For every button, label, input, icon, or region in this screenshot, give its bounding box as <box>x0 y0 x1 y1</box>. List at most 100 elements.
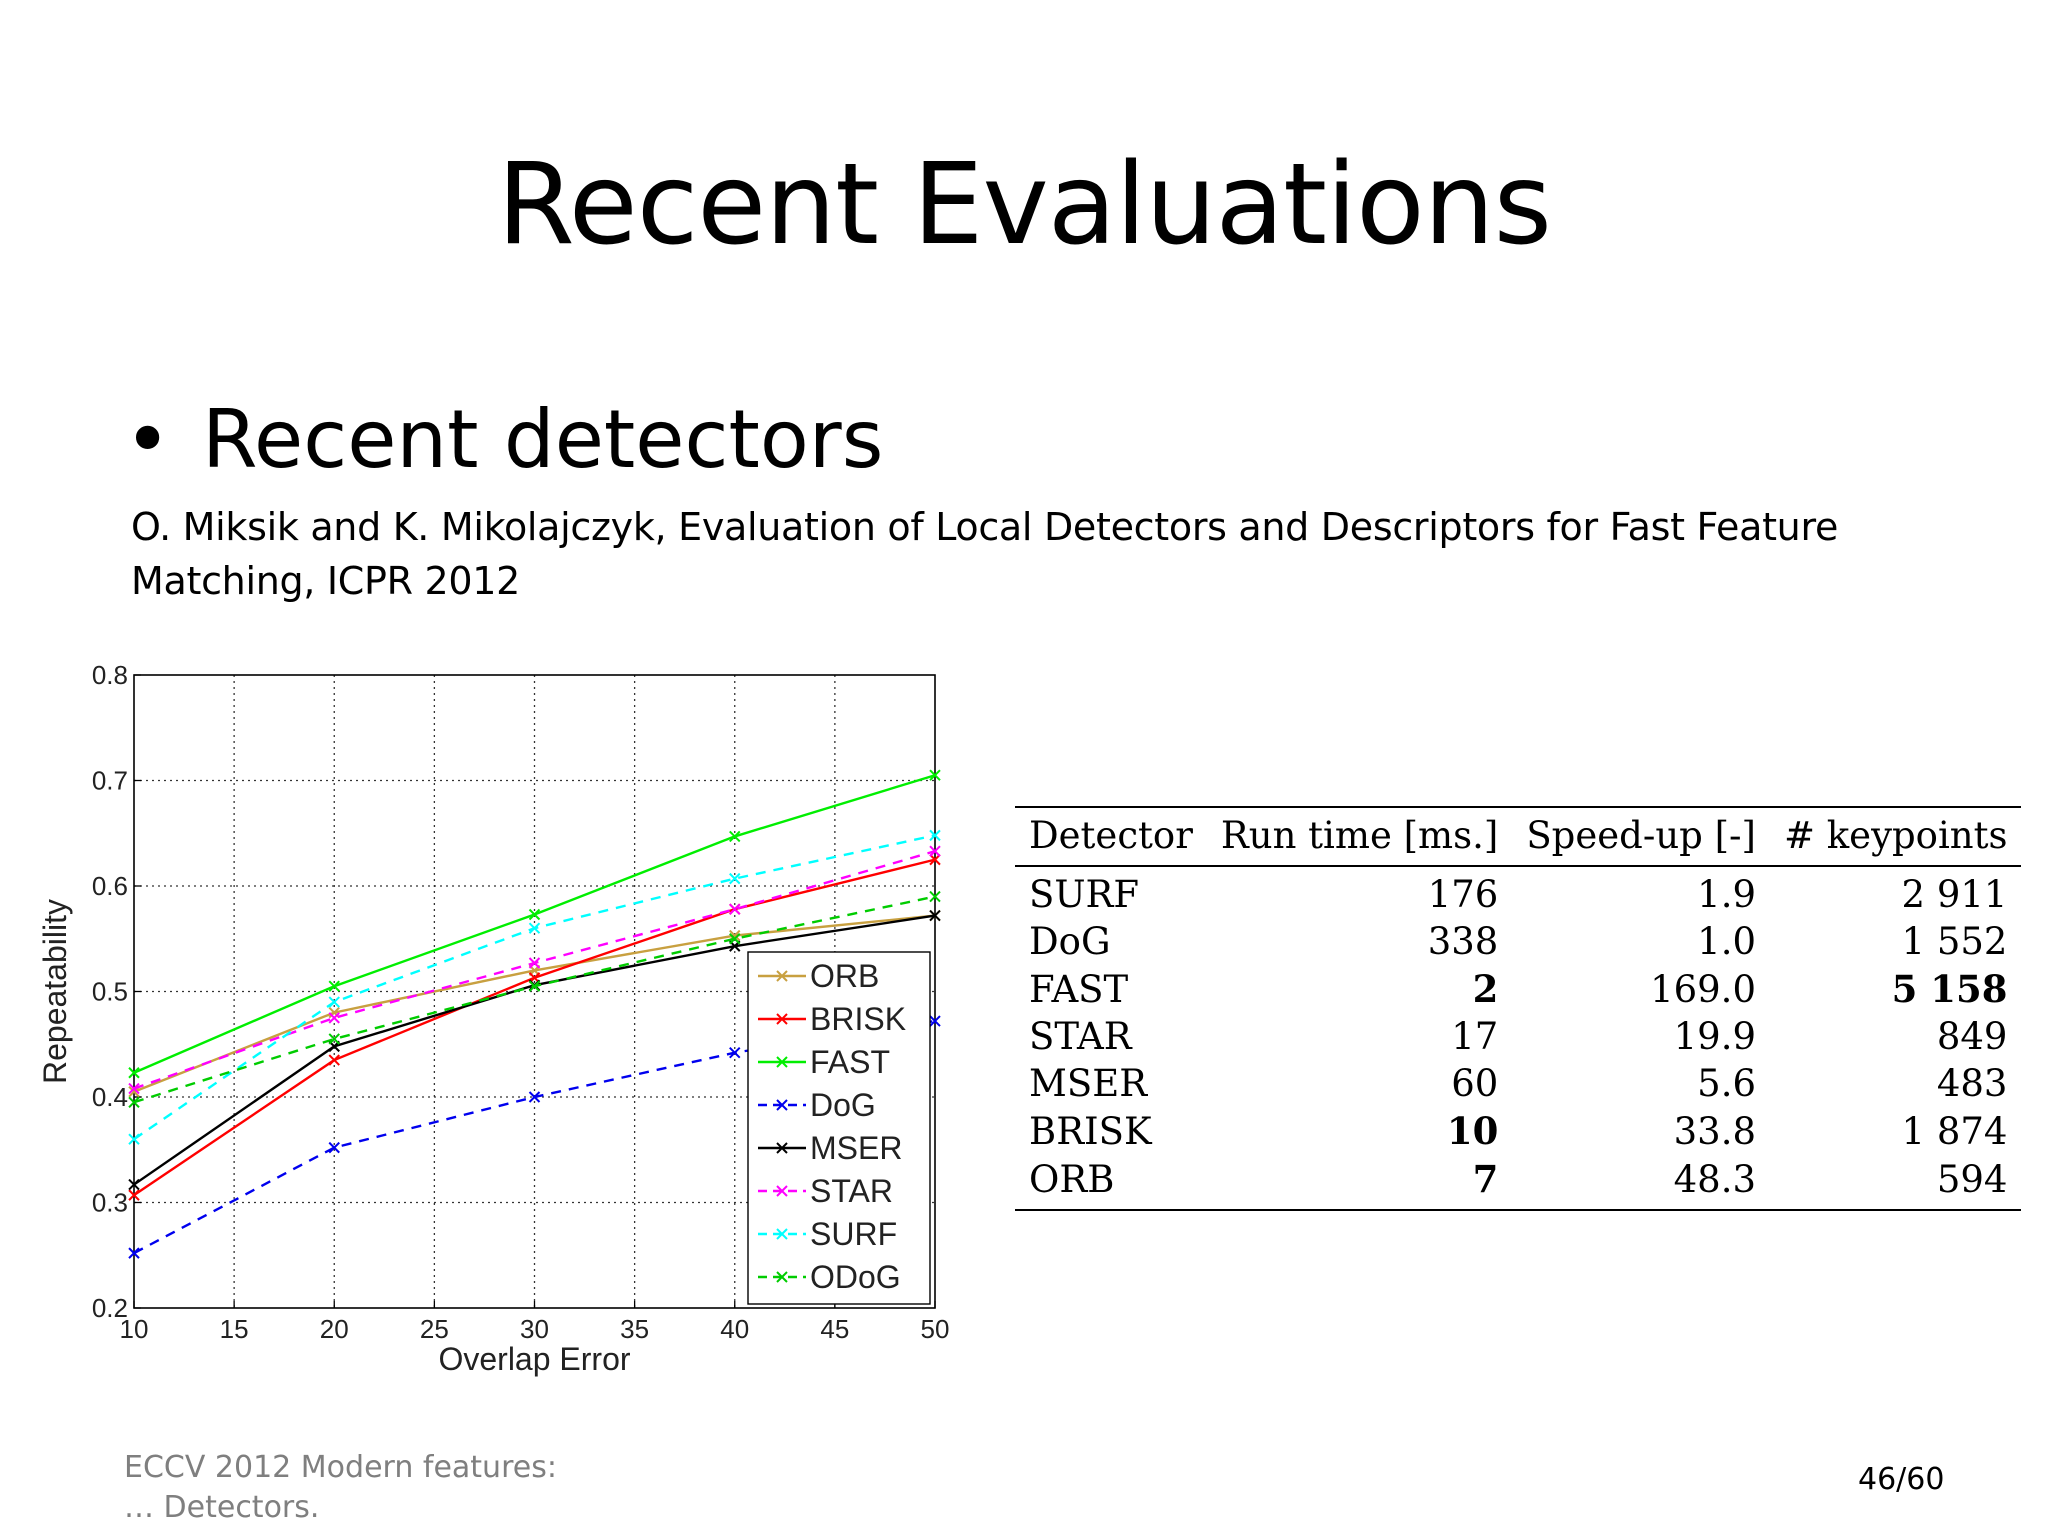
x-tick-label: 30 <box>520 1314 549 1344</box>
table-cell: ORB <box>1029 1157 1115 1201</box>
point-mser <box>929 909 941 922</box>
point-odog <box>729 933 741 945</box>
point-brisk <box>929 853 941 866</box>
point-brisk <box>328 1054 340 1066</box>
table-cell: STAR <box>1029 1015 1132 1058</box>
plot-frame <box>133 674 936 1309</box>
point-fast <box>128 1067 140 1079</box>
table-row: FAST 2 169.0 5 158 <box>1015 965 2021 1013</box>
point-dog <box>128 1247 140 1259</box>
table-cell: 60 <box>1451 1062 1499 1105</box>
legend-marker-surf <box>776 1228 788 1240</box>
x-tick-label: 35 <box>620 1314 649 1344</box>
point-surf <box>328 996 340 1008</box>
point-odog <box>528 980 541 992</box>
table-cell: SURF <box>1029 873 1140 916</box>
table-cell: 5 158 <box>1891 967 2008 1011</box>
point-brisk <box>128 1189 140 1201</box>
table-cell: 1 552 <box>1901 920 2008 963</box>
table-cell: DoG <box>1029 920 1111 963</box>
footer: ECCV 2012 Modern features: … Detectors. <box>124 1448 724 1528</box>
table-row: MSER 60 5.6 483 <box>1015 1060 2021 1107</box>
point-star <box>528 957 541 969</box>
footer-line: ECCV 2012 Modern features: <box>124 1450 557 1485</box>
table-cell: 1.0 <box>1697 920 1756 963</box>
x-tick-label: 15 <box>220 1314 249 1344</box>
table-row: STAR 17 19.9 849 <box>1015 1013 2021 1060</box>
point-fast <box>528 908 541 921</box>
table-cell: 594 <box>1936 1157 2008 1201</box>
table-header-row: Detector Run time [ms.] Speed-up [-] # k… <box>1015 807 2022 866</box>
point-odog <box>128 1096 140 1108</box>
table-cell: 169.0 <box>1650 967 1756 1011</box>
detector-table: Detector Run time [ms.] Speed-up [-] # k… <box>1015 806 2022 1211</box>
bullet-text: Recent detectors <box>202 393 884 486</box>
table-header: Run time [ms.] <box>1220 814 1499 857</box>
table-cell: 33.8 <box>1673 1109 1756 1153</box>
legend-marker-brisk <box>776 1013 788 1025</box>
point-dog <box>528 1091 541 1103</box>
legend-marker-mser <box>776 1142 788 1154</box>
legend-label-brisk: BRISK <box>810 1001 906 1037</box>
legend-marker-odog <box>776 1271 788 1283</box>
x-tick-label: 10 <box>120 1314 149 1344</box>
table-cell: 19.9 <box>1673 1015 1756 1058</box>
table-cell: FAST <box>1029 967 1129 1011</box>
point-surf <box>729 872 741 885</box>
legend-label-orb: ORB <box>810 958 879 994</box>
point-fast <box>729 830 741 843</box>
point-odog <box>929 890 941 903</box>
bullet-dot: • <box>124 393 172 486</box>
legend-label-fast: FAST <box>810 1044 890 1080</box>
legend-label-star: STAR <box>810 1173 893 1209</box>
table-cell: 10 <box>1446 1109 1499 1153</box>
point-fast <box>328 980 340 992</box>
legend-box <box>747 951 931 1305</box>
legend-marker-star <box>776 1185 788 1197</box>
table-cell: 2 <box>1472 967 1499 1011</box>
page-number: 46/60 <box>1858 1462 1945 1497</box>
y-tick-label: 0.3 <box>92 1188 128 1218</box>
citation: O. Miksik and K. Mikolajczyk, Evaluation… <box>131 505 1839 603</box>
point-star <box>128 1082 140 1095</box>
table-header: Speed-up [-] <box>1526 814 1756 857</box>
x-tick-label: 40 <box>720 1314 749 1344</box>
point-star <box>929 845 941 857</box>
point-surf <box>929 829 941 842</box>
point-dog <box>929 1015 941 1027</box>
y-tick-label: 0.6 <box>92 871 128 901</box>
point-dog <box>729 1046 741 1059</box>
y-tick-label: 0.7 <box>92 766 128 796</box>
footer-line: … Detectors. <box>124 1490 320 1525</box>
table-cell: 176 <box>1427 873 1499 916</box>
table-header: Detector <box>1029 814 1193 857</box>
legend-label-odog: ODoG <box>810 1259 901 1295</box>
slide-title: Recent Evaluations <box>497 140 1552 270</box>
table-cell: 483 <box>1936 1062 2008 1105</box>
table-cell: 1.9 <box>1697 873 1756 916</box>
point-dog <box>328 1141 340 1154</box>
table-cell: MSER <box>1029 1062 1148 1105</box>
legend-label-dog: DoG <box>810 1087 876 1123</box>
legend-marker-dog <box>776 1099 788 1111</box>
point-mser <box>128 1178 140 1191</box>
y-tick-label: 0.5 <box>92 977 128 1007</box>
table-cell: BRISK <box>1029 1109 1152 1153</box>
legend-marker-orb <box>776 970 788 982</box>
legend-marker-fast <box>776 1056 788 1068</box>
table-row: SURF 176 1.9 2 911 <box>1015 866 2021 918</box>
table-cell: 7 <box>1472 1157 1499 1201</box>
table-cell: 48.3 <box>1673 1157 1756 1201</box>
y-axis-label: Repeatability <box>37 899 73 1084</box>
repeatability-chart: 10 15 20 25 30 35 40 45 50 0.2 0.3 0.4 0.5 0.6 0.7 0.8 O… <box>37 660 949 1377</box>
x-tick-label: 25 <box>420 1314 449 1344</box>
table-cell: 17 <box>1451 1015 1499 1058</box>
legend-label-mser: MSER <box>810 1130 902 1166</box>
x-tick-label: 45 <box>820 1314 849 1344</box>
y-tick-label: 0.8 <box>92 660 128 690</box>
y-tick-label: 0.2 <box>92 1293 128 1323</box>
bullet-item: • Recent detectors <box>124 392 883 488</box>
table-cell: 2 911 <box>1901 873 2008 916</box>
x-tick-label: 20 <box>320 1314 349 1344</box>
table-cell: 849 <box>1936 1015 2008 1058</box>
